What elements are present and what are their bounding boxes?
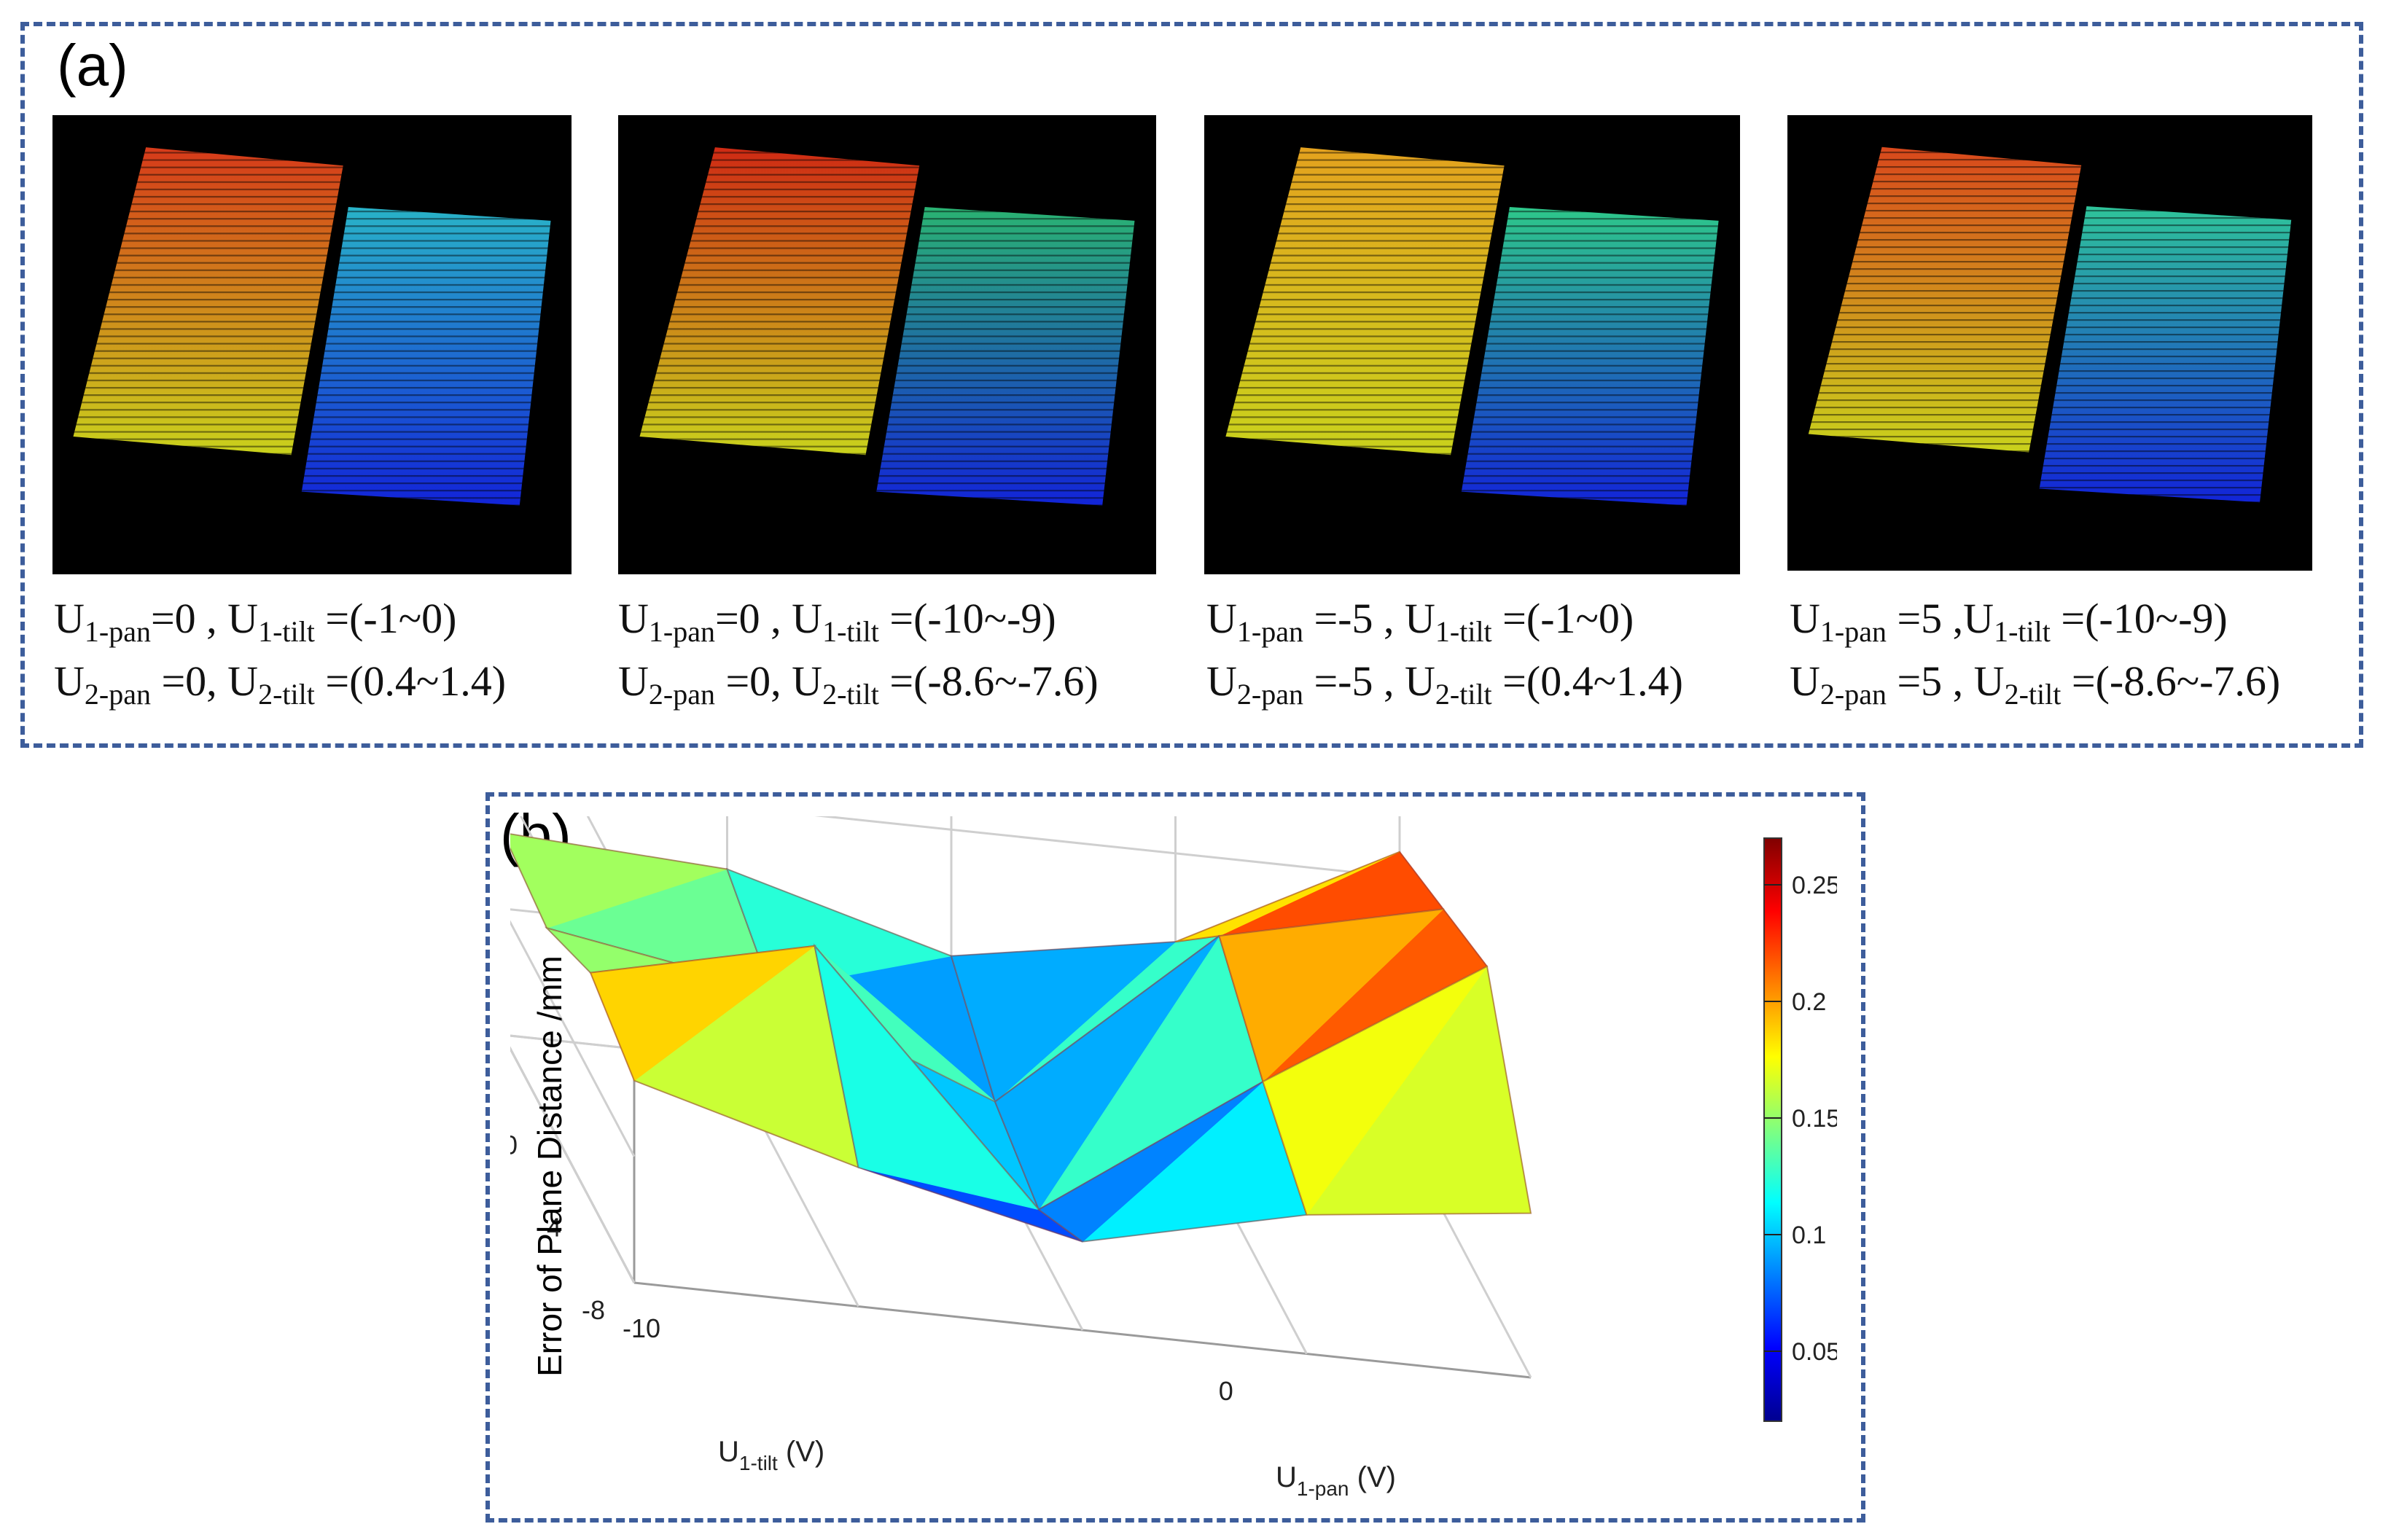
cap-a3: =(-1~0) — [314, 595, 457, 642]
y-axis-label-unit: (V) — [778, 1436, 824, 1468]
x-tick-label: -10 — [623, 1313, 660, 1343]
scan-caption-1-line-1: U1-pan=0 , U1-tilt =(-1~0) — [54, 598, 456, 646]
cap-a2: =5 , U — [1886, 657, 2005, 705]
colorbar-tick-label: 0.25 — [1792, 872, 1837, 899]
x-axis-label: U1-pan (V) — [1276, 1461, 1396, 1500]
colorbar-tick-label: 0.1 — [1792, 1222, 1826, 1249]
cap-s2: 2-tilt — [822, 678, 879, 711]
scan-caption-1-line-2: U2-pan =0, U2-tilt =(0.4~1.4) — [54, 660, 506, 709]
colorbar: 0.05 0.1 0.15 0.2 0.25 — [1763, 837, 1837, 1422]
cap-a2: =0, U — [150, 657, 259, 705]
colorbar-tick-label: 0.2 — [1792, 988, 1826, 1016]
cap-a2: =-5 , U — [1303, 657, 1435, 705]
cap-a1: U — [618, 657, 649, 705]
cap-s1: 2-pan — [1819, 678, 1887, 711]
y-axis-label: U1-tilt (V) — [718, 1436, 824, 1474]
y-tick-label: -4 — [538, 1213, 561, 1243]
cap-s1: 2-pan — [648, 678, 715, 711]
cap-a1: U — [1790, 657, 1820, 705]
side-gridline-z — [510, 1046, 636, 1283]
scan-image-1 — [52, 115, 572, 574]
scan-caption-3-line-2: U2-pan =-5 , U2-tilt =(0.4~1.4) — [1206, 660, 1683, 709]
panel-a-label: (a) — [57, 33, 128, 98]
cap-a3: =(-8.6~-7.6) — [2061, 657, 2281, 705]
side-gridline-z — [510, 920, 636, 1157]
scan-caption-4-line-2: U2-pan =5 , U2-tilt =(-8.6~-7.6) — [1790, 660, 2280, 709]
cap-a2: =0, U — [714, 657, 823, 705]
cap-a1: U — [54, 595, 85, 642]
cap-s1: 1-pan — [84, 615, 151, 648]
colorbar-tick-label: 0.05 — [1792, 1338, 1837, 1366]
scan-image-4 — [1787, 115, 2312, 571]
scan-image-3 — [1204, 115, 1740, 574]
cap-s2: 2-tilt — [2004, 678, 2062, 711]
cap-s2: 2-tilt — [258, 678, 315, 711]
cap-s1: 1-pan — [1236, 615, 1303, 648]
cap-a2: =-5 , U — [1303, 595, 1435, 642]
surface-gridline — [1262, 965, 1532, 1216]
cap-s2: 1-tilt — [1994, 615, 2051, 648]
colorbar-gradient — [1763, 837, 1782, 1422]
scan-caption-4-line-1: U1-pan =5 ,U1-tilt =(-10~-9) — [1790, 598, 2228, 646]
cap-s1: 2-pan — [1236, 678, 1303, 711]
cap-a2: =0 , U — [714, 595, 823, 642]
cap-a1: U — [54, 657, 85, 705]
surface-chart: 00.10.20.340-4-8-100 0.050.10.150.20.25 … — [510, 816, 1837, 1500]
cap-a3: =(-8.6~-7.6) — [878, 657, 1099, 705]
colorbar-tick-label: 0.15 — [1792, 1105, 1837, 1133]
scan-caption-2-line-2: U2-pan =0, U2-tilt =(-8.6~-7.6) — [618, 660, 1099, 709]
surface-mesh — [510, 833, 1532, 1243]
cap-a3: =(0.4~1.4) — [1491, 657, 1683, 705]
cap-a1: U — [1790, 595, 1820, 642]
scan-caption-3-line-1: U1-pan =-5 , U1-tilt =(-1~0) — [1206, 598, 1634, 646]
cap-a3: =(-1~0) — [1491, 595, 1634, 642]
x-tick-label: 0 — [1219, 1376, 1233, 1406]
cap-a1: U — [1206, 657, 1237, 705]
cap-a3: =(-10~-9) — [2050, 595, 2228, 642]
cap-a2: =5 ,U — [1886, 595, 1994, 642]
cap-s1: 2-pan — [84, 678, 151, 711]
x-axis-label-main: U — [1276, 1461, 1297, 1493]
panel-b-frame — [485, 792, 1865, 1523]
scan-image-2 — [618, 115, 1156, 574]
cap-a3: =(0.4~1.4) — [314, 657, 507, 705]
y-axis-label-main: U — [718, 1436, 739, 1468]
x-axis-label-sub: 1-pan — [1297, 1477, 1349, 1500]
y-axis-label-sub: 1-tilt — [739, 1452, 778, 1474]
cap-s2: 1-tilt — [1435, 615, 1492, 648]
cap-s1: 1-pan — [1819, 615, 1887, 648]
cap-s2: 1-tilt — [822, 615, 879, 648]
y-tick-label: -8 — [582, 1295, 605, 1325]
x-axis-label-unit: (V) — [1349, 1461, 1396, 1493]
z-axis-label: Error of Plane Distance /mm — [531, 955, 569, 1377]
cap-s2: 2-tilt — [1435, 678, 1492, 711]
axis-ticks: 00.10.20.340-4-8-100 — [510, 1130, 1233, 1406]
cap-a1: U — [1206, 595, 1237, 642]
scan-caption-2-line-1: U1-pan=0 , U1-tilt =(-10~-9) — [618, 598, 1056, 646]
panel-a-frame — [20, 22, 2363, 748]
cap-a2: =0 , U — [150, 595, 259, 642]
cap-a1: U — [618, 595, 649, 642]
cap-s1: 1-pan — [648, 615, 715, 648]
cap-a3: =(-10~-9) — [878, 595, 1056, 642]
y-tick-label: 0 — [510, 1130, 518, 1160]
cap-s2: 1-tilt — [258, 615, 315, 648]
